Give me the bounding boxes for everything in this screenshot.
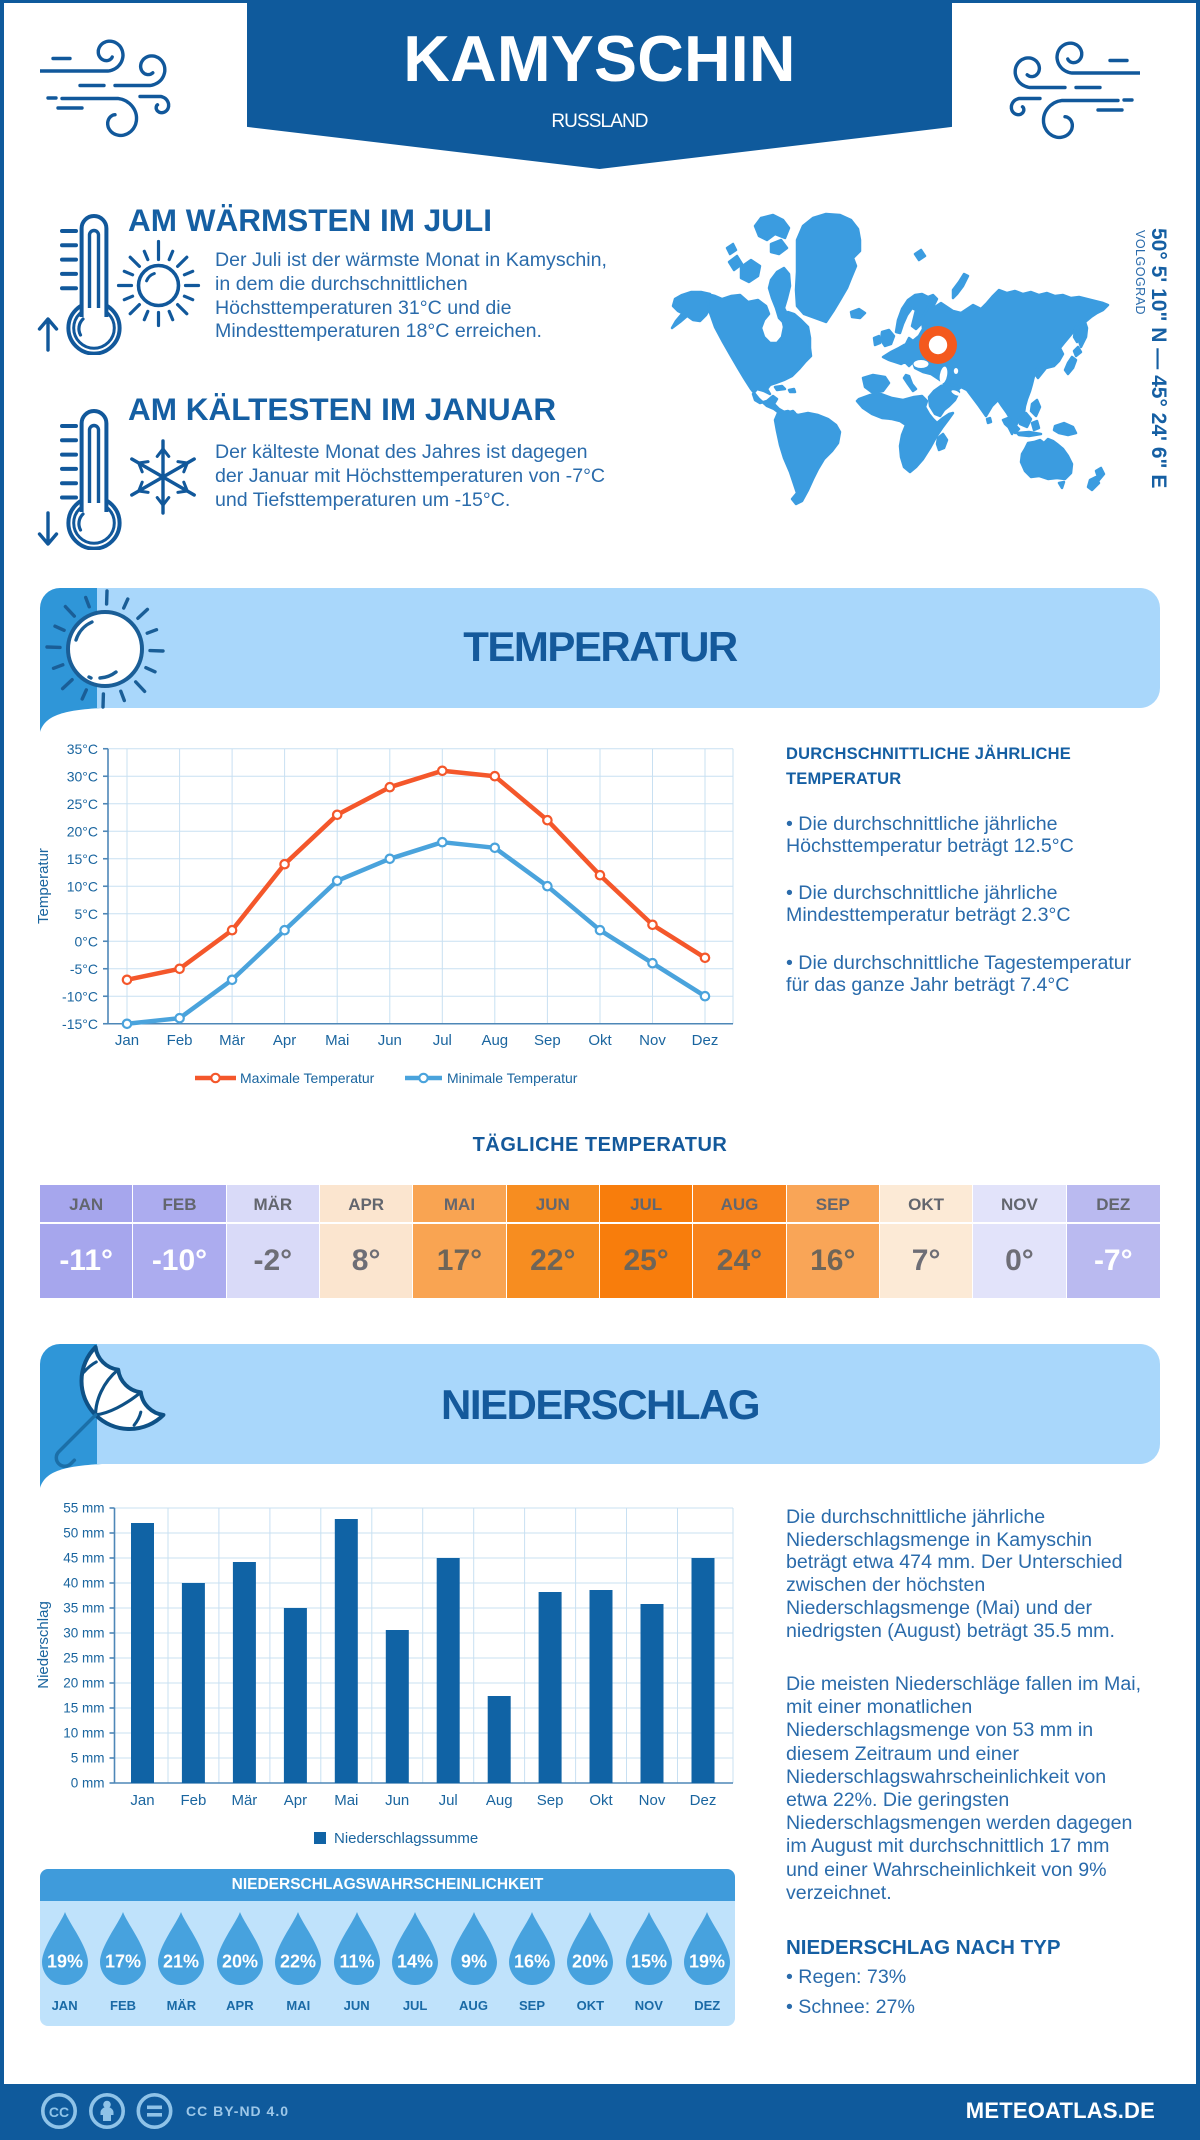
svg-text:-5°C: -5°C	[70, 961, 98, 977]
svg-text:15 mm: 15 mm	[63, 1701, 104, 1716]
svg-text:25°C: 25°C	[67, 796, 98, 812]
svg-text:Niederschlagssumme: Niederschlagssumme	[334, 1830, 478, 1847]
svg-text:Minimale Temperatur: Minimale Temperatur	[447, 1070, 578, 1086]
svg-text:Dez: Dez	[692, 1032, 719, 1049]
svg-text:15°C: 15°C	[67, 851, 98, 867]
svg-text:Nov: Nov	[639, 1032, 666, 1049]
svg-text:35°C: 35°C	[67, 741, 98, 757]
svg-text:Nov: Nov	[639, 1792, 666, 1809]
svg-text:Dez: Dez	[690, 1792, 717, 1809]
svg-text:Okt: Okt	[589, 1792, 613, 1809]
svg-text:Sep: Sep	[534, 1032, 561, 1049]
svg-text:0°C: 0°C	[75, 933, 99, 949]
svg-text:Mai: Mai	[334, 1792, 358, 1809]
svg-text:30°C: 30°C	[67, 768, 98, 784]
svg-text:20%: 20%	[222, 1952, 258, 1972]
svg-text:15%: 15%	[631, 1952, 667, 1972]
svg-text:Mär: Mär	[231, 1792, 257, 1809]
svg-text:5 mm: 5 mm	[71, 1751, 105, 1766]
svg-text:35 mm: 35 mm	[63, 1601, 104, 1616]
svg-text:17%: 17%	[105, 1952, 141, 1972]
svg-text:Jan: Jan	[130, 1792, 154, 1809]
svg-text:Sep: Sep	[537, 1792, 564, 1809]
svg-text:Aug: Aug	[481, 1032, 508, 1049]
svg-text:22%: 22%	[280, 1952, 316, 1972]
svg-text:10 mm: 10 mm	[63, 1726, 104, 1741]
svg-text:0 mm: 0 mm	[71, 1776, 105, 1791]
svg-text:Jun: Jun	[378, 1032, 402, 1049]
svg-text:Aug: Aug	[486, 1792, 513, 1809]
svg-text:21%: 21%	[163, 1952, 199, 1972]
svg-text:30 mm: 30 mm	[63, 1626, 104, 1641]
svg-text:40 mm: 40 mm	[63, 1576, 104, 1591]
svg-text:Apr: Apr	[273, 1032, 296, 1049]
svg-text:Mai: Mai	[325, 1032, 349, 1049]
svg-text:Jun: Jun	[385, 1792, 409, 1809]
svg-text:20°C: 20°C	[67, 823, 98, 839]
svg-text:Feb: Feb	[167, 1032, 193, 1049]
svg-text:5°C: 5°C	[75, 906, 99, 922]
svg-text:19%: 19%	[689, 1952, 725, 1972]
svg-text:Okt: Okt	[588, 1032, 612, 1049]
svg-text:-15°C: -15°C	[62, 1016, 98, 1032]
svg-text:45 mm: 45 mm	[63, 1551, 104, 1566]
svg-text:11%: 11%	[339, 1952, 374, 1972]
svg-text:10°C: 10°C	[67, 878, 98, 894]
svg-text:Maximale Temperatur: Maximale Temperatur	[240, 1070, 375, 1086]
svg-text:9%: 9%	[460, 1952, 486, 1972]
svg-text:55 mm: 55 mm	[63, 1501, 104, 1516]
svg-text:Temperatur: Temperatur	[35, 848, 52, 924]
svg-text:20 mm: 20 mm	[63, 1676, 104, 1691]
svg-text:25 mm: 25 mm	[63, 1651, 104, 1666]
svg-text:20%: 20%	[572, 1952, 608, 1972]
svg-text:Niederschlag: Niederschlag	[35, 1601, 52, 1689]
svg-text:-10°C: -10°C	[62, 988, 98, 1004]
svg-text:19%: 19%	[47, 1952, 83, 1972]
svg-text:Mär: Mär	[219, 1032, 245, 1049]
svg-text:Jul: Jul	[439, 1792, 458, 1809]
svg-text:16%: 16%	[514, 1952, 550, 1972]
svg-text:CC: CC	[49, 2104, 69, 2120]
svg-text:14%: 14%	[397, 1952, 433, 1972]
svg-text:Jul: Jul	[433, 1032, 452, 1049]
svg-text:50 mm: 50 mm	[63, 1526, 104, 1541]
svg-text:Apr: Apr	[284, 1792, 307, 1809]
svg-text:Feb: Feb	[180, 1792, 206, 1809]
svg-text:Jan: Jan	[115, 1032, 139, 1049]
